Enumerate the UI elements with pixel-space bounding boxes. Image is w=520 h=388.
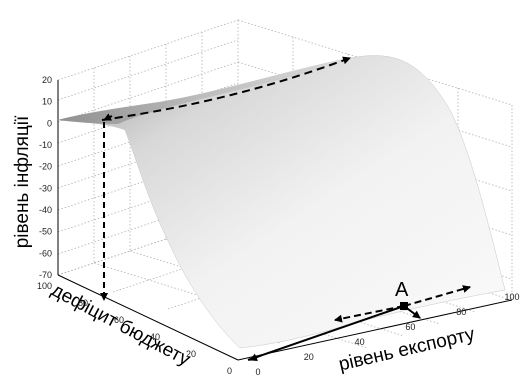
y-tick-label: 0 bbox=[227, 366, 232, 376]
z-tick-label: 20 bbox=[42, 75, 52, 85]
z-tick-label: -70 bbox=[39, 270, 52, 280]
x-tick-label: 80 bbox=[456, 307, 466, 317]
y-tick-label: 100 bbox=[37, 281, 52, 291]
arrow-A-right bbox=[403, 285, 471, 307]
axis-frame bbox=[57, 80, 513, 361]
arrow-A-left bbox=[334, 305, 405, 323]
x-tick-label: 40 bbox=[355, 337, 365, 347]
z-tick-label: -20 bbox=[39, 162, 52, 172]
z-tick-label: -10 bbox=[39, 140, 52, 150]
ridge-start-arrowhead bbox=[103, 113, 113, 121]
surface-ridge bbox=[58, 58, 350, 124]
point-A-marker bbox=[400, 302, 408, 310]
z-tick-label: -40 bbox=[39, 205, 52, 215]
z-tick-label: -60 bbox=[39, 248, 52, 258]
ridge-dashed-arrow bbox=[101, 56, 351, 121]
grid-line bbox=[237, 19, 513, 106]
y-tick-label: 80 bbox=[78, 298, 88, 308]
annotation-arrows bbox=[100, 56, 471, 361]
x-axis-line bbox=[237, 299, 513, 361]
z-tick-labels: 20 10 0 -10 -20 -30 -40 -50 -60 -70 bbox=[39, 75, 52, 280]
y-axis-line bbox=[57, 274, 239, 361]
z-tick-label: -50 bbox=[39, 227, 52, 237]
point-A-label: A bbox=[395, 279, 409, 301]
z-tick-label: 10 bbox=[42, 97, 52, 107]
grid-line bbox=[57, 19, 239, 81]
y-tick-label: 60 bbox=[114, 315, 124, 325]
z-axis-title: рівень інфляції bbox=[12, 115, 33, 248]
x-tick-label: 20 bbox=[304, 352, 314, 362]
surface bbox=[57, 55, 506, 349]
y-axis-title: дефіцит бюджету bbox=[48, 280, 194, 371]
y-tick-labels: 100 80 60 40 20 0 bbox=[37, 281, 232, 376]
x-tick-labels: 0 20 40 60 80 100 bbox=[255, 292, 519, 377]
z-tick-label: -30 bbox=[39, 183, 52, 193]
grid-line bbox=[237, 61, 513, 148]
x-tick-label: 60 bbox=[405, 322, 415, 332]
base-line-to-A bbox=[247, 305, 405, 361]
base-arrowhead bbox=[249, 353, 263, 361]
y-tick-label: 20 bbox=[186, 349, 196, 359]
y-tick-label: 40 bbox=[150, 332, 160, 342]
z-tick-label: 0 bbox=[47, 118, 52, 128]
x-tick-label: 100 bbox=[504, 292, 519, 302]
grid-line bbox=[57, 61, 239, 123]
x-tick-label: 0 bbox=[255, 367, 260, 377]
grid-line bbox=[57, 39, 239, 101]
